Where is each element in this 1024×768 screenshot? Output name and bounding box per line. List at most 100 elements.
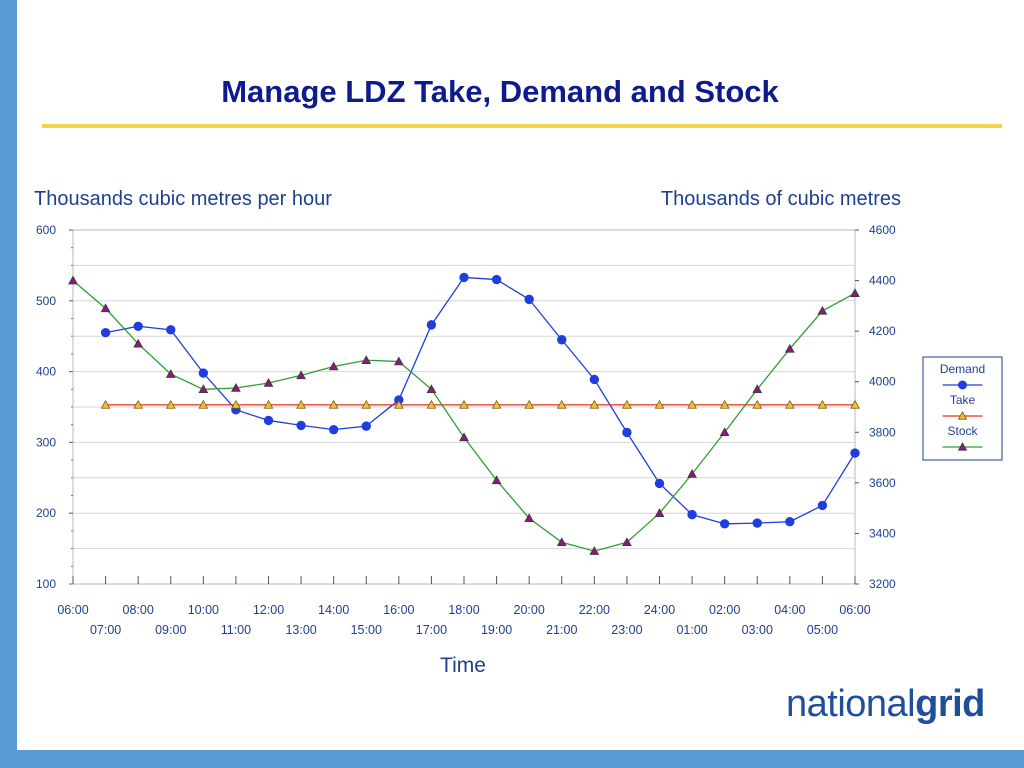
demand-point — [557, 335, 567, 345]
stock-point — [850, 288, 860, 297]
y-right-tick-label: 4200 — [869, 324, 896, 338]
stock-point — [687, 468, 697, 478]
x-tick-label-upper: 16:00 — [383, 603, 414, 617]
stock-point — [361, 355, 372, 364]
y-right-tick-label: 3200 — [869, 577, 896, 591]
x-tick-label-upper: 12:00 — [253, 603, 284, 617]
stock-point — [296, 370, 306, 380]
take-point — [752, 399, 763, 409]
x-tick-label-upper: 06:00 — [57, 603, 88, 617]
demand-point — [459, 272, 469, 283]
demand-point — [524, 294, 534, 305]
y-left-tick-label: 400 — [36, 365, 56, 379]
demand-point — [328, 424, 339, 435]
series-layer — [68, 272, 860, 555]
demand-point — [263, 415, 274, 426]
bottom-accent-bar — [0, 750, 1024, 768]
left-accent-bar — [0, 0, 17, 768]
y-left-tick-label: 100 — [36, 577, 56, 591]
legend: Demand Take Stock — [922, 356, 1003, 461]
x-tick-label-upper: 20:00 — [514, 603, 545, 617]
chart-svg: Thousands cubic metres per hour Thousand… — [34, 188, 1003, 677]
stock-point — [491, 475, 502, 485]
demand-point — [687, 509, 697, 520]
y-left-tick-label: 200 — [36, 506, 56, 520]
demand-point — [426, 320, 437, 330]
demand-point — [361, 421, 371, 431]
demand-point — [100, 327, 111, 338]
x-tick-label-lower: 05:00 — [807, 623, 838, 637]
stock-point — [459, 432, 469, 442]
take-point — [133, 399, 144, 409]
take-point — [817, 399, 828, 409]
demand-point — [166, 325, 176, 335]
legend-label: Take — [950, 393, 976, 407]
take-point — [165, 399, 176, 409]
x-tick-label-lower: 19:00 — [481, 623, 512, 637]
national-grid-logo: nationalgrid — [786, 683, 985, 726]
x-tick-label-upper: 08:00 — [123, 603, 154, 617]
x-tick-label-lower: 13:00 — [285, 623, 316, 637]
x-tick-label-upper: 18:00 — [448, 603, 479, 617]
title-underline — [42, 124, 1002, 128]
y-left-tick-label: 500 — [36, 294, 56, 308]
stock-point — [556, 537, 567, 547]
demand-point — [589, 374, 600, 385]
demand-point — [719, 519, 730, 529]
stock-point — [263, 377, 274, 387]
take-point — [556, 399, 567, 409]
legend-label: Demand — [940, 362, 985, 376]
stock-point — [198, 384, 209, 394]
take-point — [426, 399, 437, 409]
stock-point — [231, 383, 241, 392]
take-point — [719, 399, 730, 409]
x-tick-label-upper: 24:00 — [644, 603, 675, 617]
demand-point — [785, 516, 795, 527]
take-point — [393, 399, 404, 409]
x-tick-label-upper: 10:00 — [188, 603, 219, 617]
stock-point — [426, 384, 437, 394]
x-tick-label-upper: 22:00 — [579, 603, 610, 617]
take-point — [100, 399, 111, 409]
take-point — [263, 399, 274, 409]
demand-point — [654, 478, 665, 489]
y-right-tick-label: 3400 — [869, 526, 896, 540]
legend-label: Stock — [947, 424, 978, 438]
stock-point — [589, 546, 600, 555]
legend-marker — [958, 380, 967, 390]
x-tick-label-lower: 11:00 — [221, 623, 251, 637]
logo-prefix: national — [786, 683, 916, 725]
y-left-tick-label: 300 — [36, 435, 56, 449]
take-point — [654, 399, 665, 409]
gridlines — [73, 264, 855, 550]
axes: 100 200 300 400 500 600 3200 3400 3600 3800 4000 42… — [36, 223, 896, 637]
right-axis-title: Thousands of cubic metres — [661, 188, 901, 210]
take-point — [231, 399, 241, 409]
take-point — [524, 399, 535, 409]
y-right-tick-label: 4600 — [869, 223, 896, 237]
take-point — [589, 399, 600, 409]
stock-point — [654, 508, 665, 517]
left-axis-title: Thousands cubic metres per hour — [34, 188, 332, 210]
legend-marker — [957, 442, 968, 451]
stock-point — [524, 513, 535, 523]
demand-line — [105, 276, 856, 525]
demand-point — [296, 420, 306, 431]
take-point — [459, 399, 469, 409]
x-axis-title: Time — [440, 654, 486, 677]
x-tick-label-lower: 15:00 — [351, 623, 382, 637]
x-tick-label-upper: 02:00 — [709, 603, 740, 617]
stock-point — [165, 369, 176, 378]
x-tick-label-lower: 21:00 — [546, 623, 577, 637]
demand-point — [133, 321, 143, 331]
demand-point — [752, 518, 762, 528]
take-point — [784, 399, 795, 409]
take-point — [296, 399, 306, 409]
y-right-tick-label: 3800 — [869, 425, 896, 439]
y-right-tick-label: 3600 — [869, 476, 896, 490]
x-tick-label-lower: 01:00 — [676, 623, 707, 637]
slide-title: Manage LDZ Take, Demand and Stock — [221, 74, 779, 109]
legend-marker — [957, 411, 968, 420]
x-tick-label-upper: 14:00 — [318, 603, 349, 617]
demand-point — [817, 500, 828, 511]
